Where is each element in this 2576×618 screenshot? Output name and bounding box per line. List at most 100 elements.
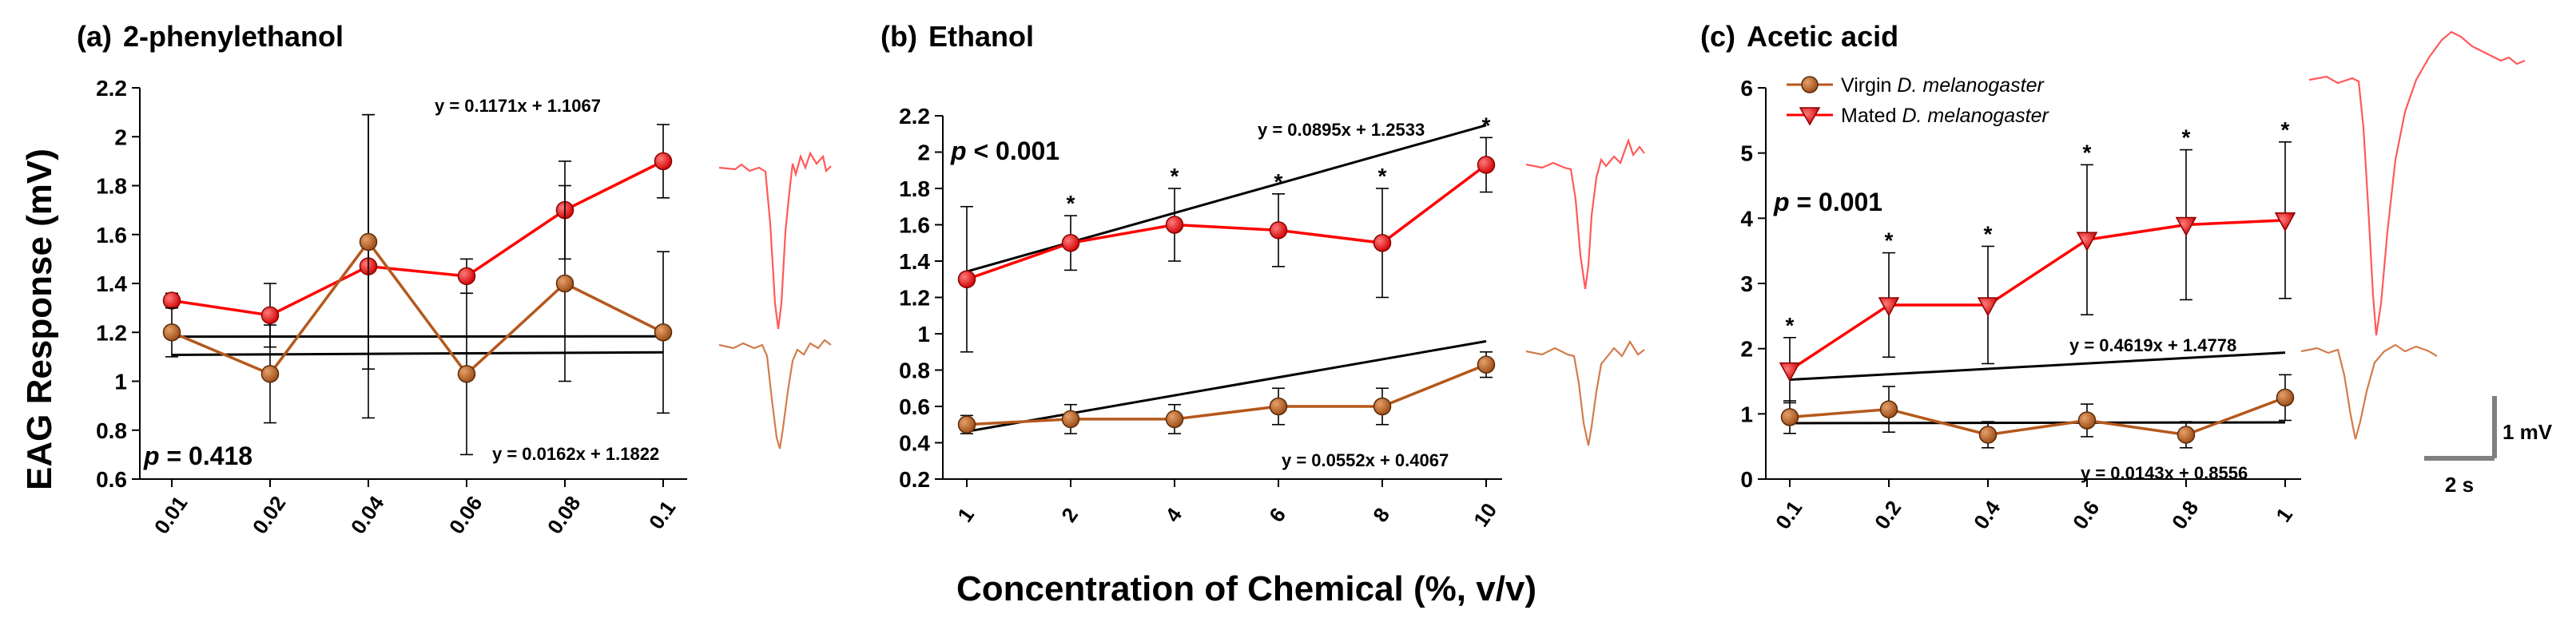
series-mated: y = 0.0895x + 1.2533 * * * * * — [957, 113, 1496, 353]
y-tick-label: 5 — [1740, 141, 1753, 166]
series-virgin: y = 0.0143x + 0.8556 — [1780, 374, 2295, 483]
x-tick-label: 10 — [1469, 498, 1501, 531]
y-tick-label: 0 — [1740, 467, 1753, 492]
data-point — [1061, 410, 1080, 429]
chart-panels: (a) 2-phenylethanol 0.6 0.8 1 1.2 1.4 1.6 1.8 2 2.… — [77, 20, 2301, 538]
regression-equation: y = 0.0162x + 1.1822 — [492, 444, 659, 464]
significance-asterisk: * — [2281, 117, 2290, 142]
legend-virgin-name: Virgin — [1841, 74, 1897, 97]
p-value-label: p < 0.001 — [950, 137, 1059, 165]
significance-asterisk: * — [1274, 169, 1283, 194]
x-tick-label: 0.2 — [1870, 496, 1906, 533]
y-tick-label: 1.2 — [96, 320, 127, 345]
data-line — [966, 363, 1487, 426]
data-point — [260, 306, 280, 325]
y-tick-label: 3 — [1740, 271, 1753, 296]
y-tick-label: 1 — [114, 370, 127, 394]
significance-asterisk: * — [1171, 164, 1179, 188]
data-point — [2175, 216, 2197, 237]
x-tick-label: 0.1 — [644, 496, 680, 533]
x-tick-label: 0.08 — [543, 492, 586, 539]
legend-virgin-marker — [1801, 76, 1819, 93]
significance-asterisk: * — [1885, 228, 1894, 253]
p-symbol: p — [143, 442, 160, 470]
eag-trace-virgin-2-phenylethanol — [718, 339, 832, 450]
data-line — [1789, 219, 2286, 372]
panel-name: Acetic acid — [1747, 20, 1898, 53]
scale-bar: 1 mV 2 s — [2424, 396, 2553, 497]
significance-asterisk: * — [1786, 313, 1795, 338]
series-virgin: y = 0.0552x + 0.4067 — [957, 339, 1496, 470]
eag-trace-virgin-ethanol — [1525, 339, 1645, 446]
data-point — [957, 415, 976, 434]
data-point — [1165, 410, 1184, 429]
x-tick-label: 0.06 — [444, 492, 487, 539]
data-point — [1878, 297, 1900, 317]
data-point — [2176, 426, 2196, 444]
p-value: = 0.001 — [1790, 188, 1883, 216]
data-point — [2276, 388, 2295, 407]
p-value: = 0.418 — [160, 442, 253, 470]
x-tick-label: 0.6 — [2068, 496, 2104, 533]
panel-title: (c) Acetic acid — [1700, 20, 1898, 53]
legend-mated-marker — [1799, 107, 1821, 126]
y-tick-label: 2 — [917, 141, 930, 165]
data-point — [1879, 400, 1898, 418]
significance-asterisk: * — [2182, 125, 2191, 150]
data-point — [1061, 234, 1080, 252]
significance-asterisk: * — [1984, 221, 1993, 246]
legend: Virgin D. melanogaster Mated D. melanoga… — [1787, 74, 2050, 127]
data-point — [2274, 212, 2296, 232]
data-point — [1269, 221, 1288, 240]
data-point — [1373, 397, 1392, 416]
p-value-label: p = 0.418 — [143, 442, 252, 470]
data-line — [1789, 396, 2286, 437]
eag-trace-mated-2-phenylethanol — [718, 151, 832, 330]
data-point — [654, 152, 673, 171]
x-tick-label: 6 — [1264, 503, 1290, 526]
y-tick-label: 0.4 — [899, 431, 930, 456]
data-point — [1477, 156, 1496, 174]
y-tick-label: 0.8 — [96, 418, 127, 443]
data-point — [1165, 216, 1184, 234]
y-tick-label: 1.8 — [96, 174, 127, 199]
y-tick-label: 1 — [1740, 402, 1753, 426]
data-point — [1978, 426, 1998, 444]
y-tick-label: 2.2 — [96, 76, 127, 101]
panel-letter: (c) — [1700, 20, 1735, 53]
y-axis-title: EAG Response (mV) — [20, 149, 59, 490]
y-tick-label: 1.6 — [899, 213, 930, 238]
data-point — [1780, 408, 1799, 426]
x-tick-label: 8 — [1368, 503, 1394, 526]
data-point — [1477, 355, 1496, 374]
y-tick-label: 2 — [1740, 337, 1753, 362]
y-tick-label: 1.8 — [899, 176, 930, 201]
regression-line — [966, 339, 1487, 433]
regression-line — [171, 351, 664, 356]
x-tick-label: 0.04 — [346, 491, 389, 538]
panel-letter: (a) — [77, 20, 112, 53]
legend-mated-label: Mated D. melanogaster — [1841, 105, 2050, 127]
data-point — [555, 274, 574, 293]
significance-asterisk: * — [1378, 164, 1387, 188]
regression-line — [966, 124, 1487, 273]
regression-equation: y = 0.0895x + 1.2533 — [1258, 120, 1425, 140]
data-point — [654, 323, 673, 342]
data-line — [171, 240, 664, 376]
legend-virgin-species: D. melanogaster — [1897, 74, 2045, 97]
significance-asterisk: * — [2083, 140, 2092, 164]
eag-trace-mated-ethanol — [1525, 137, 1645, 290]
y-tick-label: 1.4 — [96, 271, 127, 296]
chart-panel-2: (b) Ethanol 0.2 0.4 0.6 0.8 1 1.2 1.4 1.6 1.8 2 2.2 1… — [881, 20, 1502, 531]
data-point — [162, 323, 181, 342]
p-value-label: p = 0.001 — [1773, 188, 1882, 216]
legend-virgin-label: Virgin D. melanogaster — [1841, 74, 2045, 97]
y-tick-label: 0.8 — [899, 359, 930, 383]
data-point — [1977, 297, 1999, 317]
regression-equation: y = 0.4619x + 1.4778 — [2069, 335, 2236, 355]
y-tick-label: 1.4 — [899, 249, 930, 274]
x-tick-label: 0.01 — [149, 492, 193, 539]
data-point — [457, 267, 476, 286]
data-point — [2077, 411, 2097, 430]
